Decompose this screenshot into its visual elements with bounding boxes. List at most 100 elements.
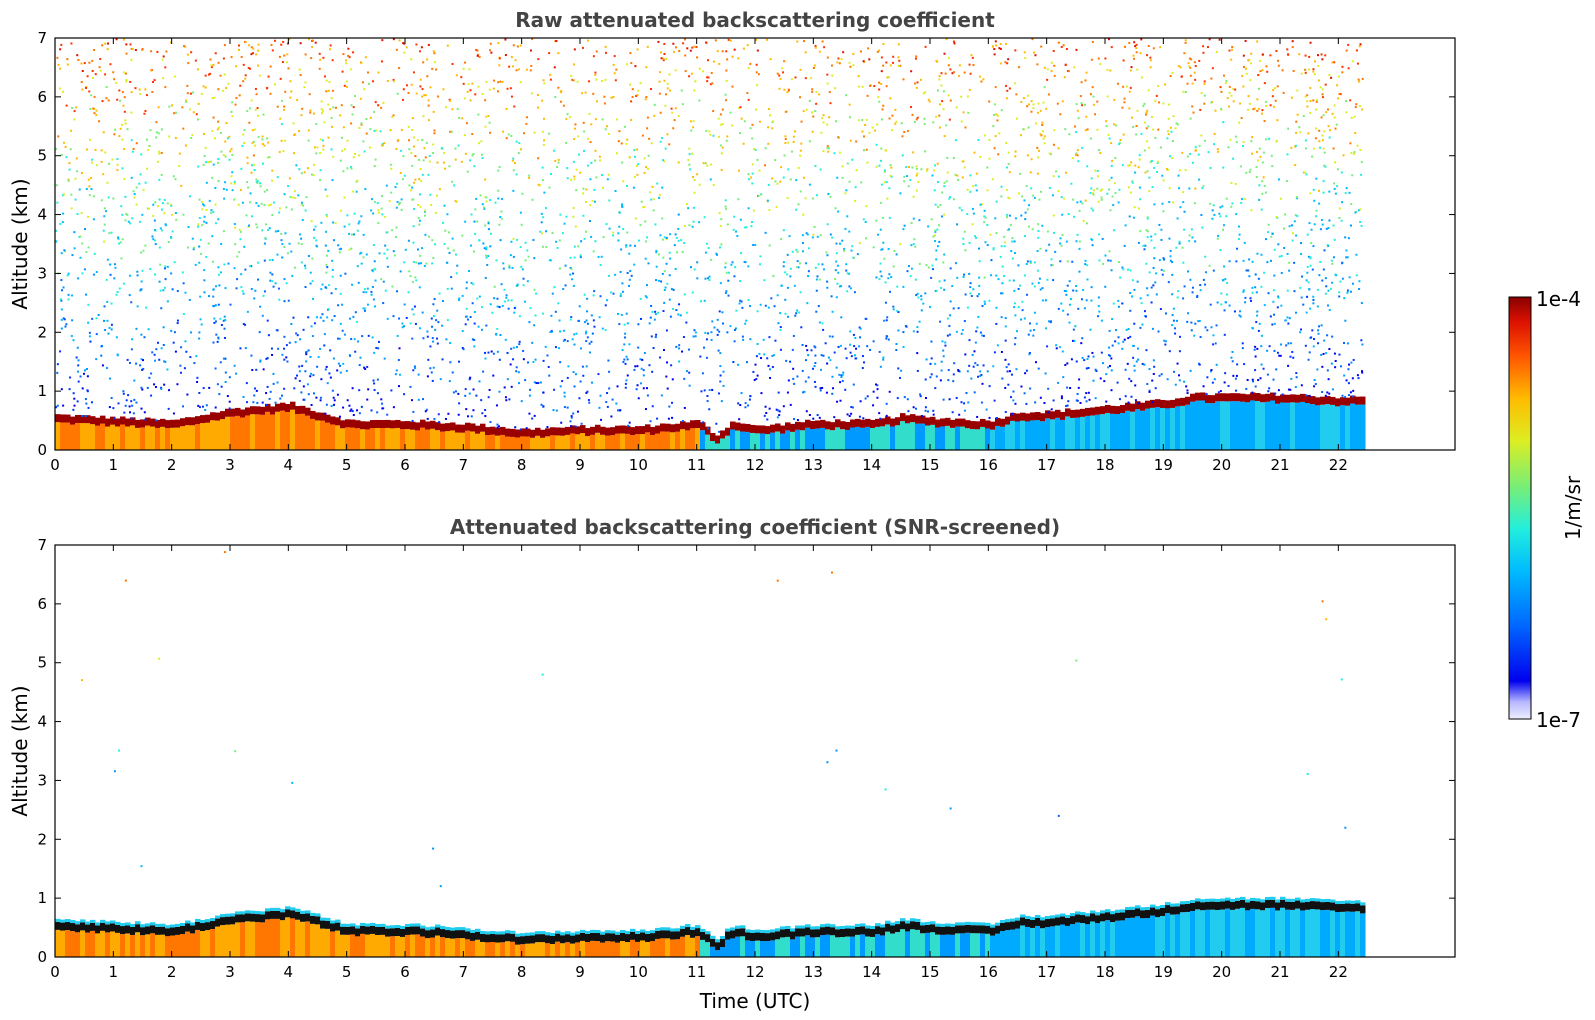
layer-top-edge — [215, 412, 221, 421]
noise-pixel — [854, 357, 857, 360]
noise-pixel — [1265, 65, 1268, 68]
noise-pixel — [253, 394, 256, 397]
layer-top-edge — [625, 425, 631, 434]
noise-pixel — [104, 151, 107, 154]
noise-pixel — [158, 150, 161, 153]
noise-pixel — [465, 287, 468, 290]
noise-pixel — [174, 350, 177, 353]
noise-pixel — [1110, 369, 1113, 372]
noise-pixel — [1352, 389, 1355, 392]
noise-pixel — [892, 308, 895, 311]
noise-pixel — [1065, 47, 1068, 50]
noise-pixel — [1109, 259, 1112, 262]
noise-pixel — [571, 278, 574, 281]
noise-pixel — [601, 118, 604, 121]
noise-pixel — [343, 148, 346, 151]
layer-top-edge — [1015, 413, 1021, 422]
noise-pixel — [722, 384, 725, 387]
noise-pixel — [116, 290, 119, 293]
noise-pixel — [1096, 100, 1099, 103]
noise-pixel — [118, 135, 121, 138]
noise-pixel — [143, 112, 146, 115]
noise-pixel — [650, 142, 653, 145]
noise-pixel — [1135, 124, 1138, 127]
noise-pixel — [1288, 317, 1291, 320]
noise-pixel — [380, 398, 383, 401]
noise-pixel — [131, 47, 134, 50]
noise-pixel — [1289, 355, 1292, 358]
noise-pixel — [303, 264, 306, 267]
noise-pixel — [1327, 289, 1330, 292]
noise-pixel — [665, 262, 668, 265]
noise-pixel — [928, 305, 931, 308]
layer-top-edge — [360, 421, 366, 430]
noise-pixel — [348, 248, 351, 251]
noise-pixel — [1359, 43, 1362, 46]
noise-pixel — [308, 93, 311, 96]
noise-pixel — [160, 387, 163, 390]
noise-pixel — [528, 174, 531, 177]
noise-pixel — [271, 49, 274, 52]
noise-pixel — [518, 340, 521, 343]
noise-pixel — [849, 343, 852, 346]
noise-pixel — [351, 387, 354, 390]
noise-pixel — [626, 322, 629, 325]
noise-pixel — [1013, 289, 1016, 292]
noise-pixel — [1060, 196, 1063, 199]
noise-pixel — [1287, 322, 1290, 325]
noise-pixel — [566, 167, 569, 170]
noise-pixel — [113, 417, 116, 420]
noise-pixel — [509, 87, 512, 90]
layer-column — [550, 435, 556, 450]
layer-top-edge — [620, 425, 626, 434]
noise-pixel — [1092, 95, 1095, 98]
noise-pixel — [413, 305, 416, 308]
noise-pixel — [806, 233, 809, 236]
noise-pixel — [988, 138, 991, 141]
noise-pixel — [176, 322, 179, 325]
noise-pixel — [725, 69, 728, 72]
layer-top-edge — [1265, 393, 1271, 402]
noise-pixel — [962, 275, 965, 278]
noise-pixel — [114, 128, 117, 131]
layer-top-edge — [480, 423, 486, 432]
noise-pixel — [327, 136, 330, 139]
noise-pixel — [373, 382, 376, 385]
noise-pixel — [927, 225, 930, 228]
layer-column — [750, 432, 756, 450]
noise-pixel — [1290, 96, 1293, 99]
noise-pixel — [862, 417, 865, 420]
noise-pixel — [77, 380, 80, 383]
noise-pixel — [1163, 258, 1166, 261]
noise-pixel — [675, 46, 678, 49]
noise-pixel — [571, 78, 574, 81]
noise-pixel — [1287, 364, 1290, 367]
noise-pixel — [570, 415, 573, 418]
noise-pixel — [1140, 38, 1143, 41]
noise-pixel — [510, 95, 513, 98]
noise-pixel — [1317, 342, 1320, 345]
noise-pixel — [1130, 395, 1133, 398]
noise-pixel — [577, 135, 580, 138]
noise-pixel — [113, 263, 116, 266]
noise-pixel — [133, 193, 136, 196]
noise-pixel — [1325, 111, 1328, 114]
noise-pixel — [1231, 360, 1234, 363]
noise-pixel — [649, 88, 652, 91]
noise-pixel — [1306, 271, 1309, 274]
noise-pixel — [929, 362, 932, 365]
noise-pixel — [710, 338, 713, 341]
noise-pixel — [1068, 280, 1071, 283]
noise-pixel — [464, 152, 467, 155]
noise-pixel — [341, 70, 344, 73]
noise-pixel — [776, 416, 779, 419]
noise-pixel — [977, 315, 980, 318]
noise-pixel — [1311, 329, 1314, 332]
noise-pixel — [569, 318, 572, 321]
noise-pixel — [1263, 304, 1266, 307]
noise-pixel — [1143, 102, 1146, 105]
layer-top-edge — [755, 425, 761, 434]
noise-pixel — [288, 341, 291, 344]
noise-pixel — [577, 153, 580, 156]
noise-pixel — [628, 284, 631, 287]
